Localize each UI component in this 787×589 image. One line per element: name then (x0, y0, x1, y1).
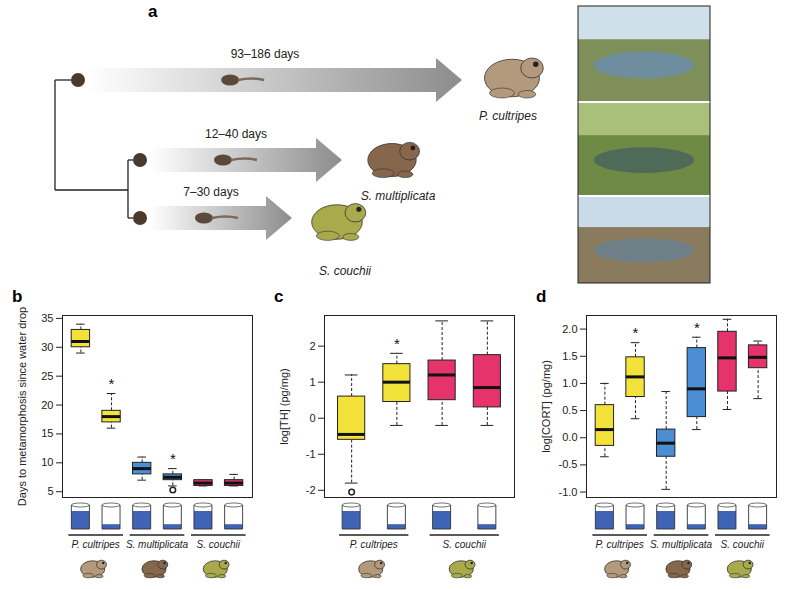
svg-text:Days to metamorphosis since wa: Days to metamorphosis since water drop (16, 307, 28, 506)
svg-text:15: 15 (41, 427, 53, 439)
svg-text:S. couchii: S. couchii (721, 539, 765, 550)
svg-text:12–40 days: 12–40 days (205, 127, 267, 141)
svg-text:1.0: 1.0 (562, 377, 577, 389)
svg-text:10: 10 (41, 456, 53, 468)
svg-text:S. multiplicata: S. multiplicata (361, 189, 436, 203)
svg-text:*: * (633, 324, 639, 341)
html-text:c: c (274, 287, 284, 306)
svg-text:35: 35 (41, 312, 53, 324)
svg-text:2.0: 2.0 (562, 323, 577, 335)
svg-text:log[CORT] (pg/mg): log[CORT] (pg/mg) (540, 360, 552, 453)
svg-text:-2: -2 (306, 484, 316, 496)
svg-text:2: 2 (309, 340, 315, 352)
svg-text:25: 25 (41, 370, 53, 382)
svg-text:30: 30 (41, 341, 53, 353)
svg-text:*: * (170, 450, 176, 467)
svg-text:1.5: 1.5 (562, 350, 577, 362)
svg-text:1: 1 (309, 376, 315, 388)
svg-text:0: 0 (309, 412, 315, 424)
svg-text:*: * (694, 319, 700, 336)
svg-text:S. multiplicata: S. multiplicata (126, 539, 189, 550)
html-text:b: b (12, 287, 23, 306)
svg-text:P. cultripes: P. cultripes (350, 539, 398, 550)
svg-text:-0.5: -0.5 (559, 458, 578, 470)
svg-text:7–30 days: 7–30 days (183, 185, 238, 199)
svg-text:0.0: 0.0 (562, 431, 577, 443)
svg-text:0.5: 0.5 (562, 404, 577, 416)
svg-text:P. cultripes: P. cultripes (596, 539, 644, 550)
svg-text:5: 5 (47, 485, 53, 497)
svg-text:-1: -1 (306, 448, 316, 460)
svg-text:*: * (394, 335, 400, 352)
svg-text:S. couchii: S. couchii (319, 264, 371, 278)
svg-text:S. multiplicata: S. multiplicata (650, 539, 713, 550)
svg-text:-1.0: -1.0 (559, 486, 578, 498)
svg-text:93–186 days: 93–186 days (231, 47, 300, 61)
svg-text:20: 20 (41, 399, 53, 411)
html-text:a: a (148, 2, 158, 21)
svg-text:S. couchii: S. couchii (443, 539, 487, 550)
svg-text:log[TH] (pg/mg): log[TH] (pg/mg) (278, 368, 290, 444)
svg-text:*: * (109, 375, 115, 392)
svg-text:P. cultripes: P. cultripes (72, 539, 120, 550)
svg-text:P. cultripes: P. cultripes (479, 109, 537, 123)
svg-text:S. couchii: S. couchii (197, 539, 241, 550)
html-text:d: d (536, 287, 547, 306)
